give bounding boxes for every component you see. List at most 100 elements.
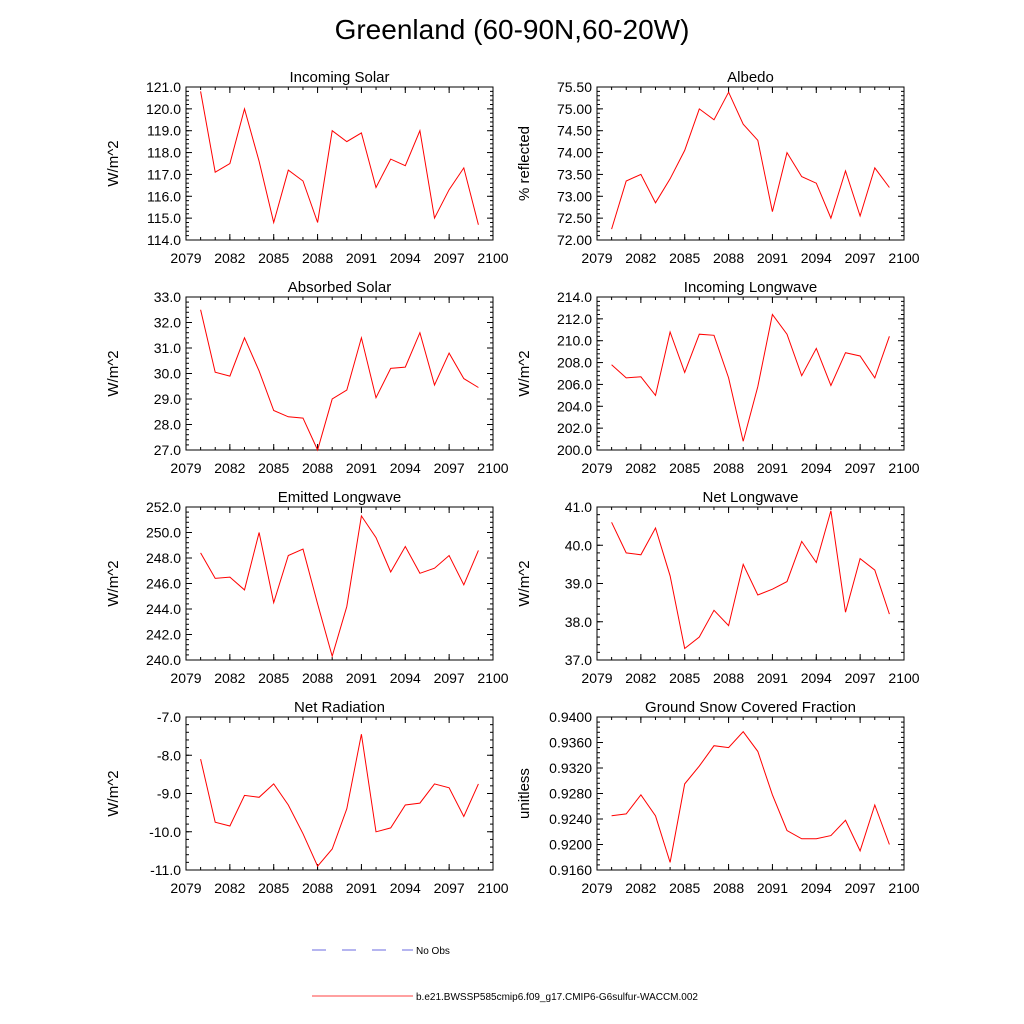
series-line xyxy=(611,730,890,863)
series-line xyxy=(200,91,479,225)
y-tick-label: 240.0 xyxy=(146,652,181,668)
y-tick-label: 208.0 xyxy=(557,355,592,371)
y-axis-label: W/m^2 xyxy=(105,770,122,816)
series-line xyxy=(200,514,479,659)
panel-3: Absorbed Solar W/m^2 2079 2082 2085 2088 2091 2… xyxy=(105,279,509,476)
x-tick-label: 2082 xyxy=(214,250,245,266)
x-tick-label: 2079 xyxy=(170,670,201,686)
y-tick-label: 115.0 xyxy=(147,210,181,226)
plot-frame xyxy=(185,716,494,871)
x-tick-label: 2097 xyxy=(845,670,876,686)
panel-2: Albedo % reflected 2079 2082 2085 2088 2091 209… xyxy=(516,69,920,266)
y-tick-label: 0.9360 xyxy=(549,735,592,751)
x-tick-label: 2088 xyxy=(302,460,333,476)
y-tick-label: 252.0 xyxy=(146,499,181,515)
x-tick-label: 2085 xyxy=(258,670,289,686)
y-tick-label: 242.0 xyxy=(146,627,181,643)
y-tick-label: 73.50 xyxy=(557,166,592,182)
y-tick-label: 121.0 xyxy=(146,79,181,95)
x-tick-label: 2097 xyxy=(434,670,465,686)
y-tick-label: 0.9400 xyxy=(549,709,592,725)
y-tick-label: 210.0 xyxy=(557,333,592,349)
panel-title: Emitted Longwave xyxy=(278,489,401,506)
panel-title: Absorbed Solar xyxy=(288,279,391,296)
y-tick-label: 0.9240 xyxy=(549,811,592,827)
x-tick-label: 2091 xyxy=(757,460,788,476)
y-tick-label: 114.0 xyxy=(147,232,181,248)
x-tick-label: 2091 xyxy=(346,250,377,266)
y-tick-label: 0.9200 xyxy=(549,837,592,853)
y-tick-label: 120.0 xyxy=(146,101,181,117)
y-tick-label: 33.0 xyxy=(154,289,181,305)
y-tick-label: 29.0 xyxy=(154,391,181,407)
plot-frame xyxy=(596,296,905,451)
y-tick-label: 202.0 xyxy=(557,420,592,436)
x-tick-label: 2088 xyxy=(713,880,744,896)
y-tick-label: 0.9160 xyxy=(549,862,592,878)
y-tick-label: 75.00 xyxy=(557,101,592,117)
y-tick-label: -10.0 xyxy=(149,824,181,840)
y-tick-label: -9.0 xyxy=(157,786,181,802)
panel-7: Net Radiation W/m^2 2079 2082 2085 2088 2091 20… xyxy=(105,699,509,896)
x-tick-label: 2082 xyxy=(214,460,245,476)
panel-1: Incoming Solar W/m^2 2079 2082 2085 2088 2091 2… xyxy=(105,69,509,266)
x-tick-label: 2079 xyxy=(581,250,612,266)
y-tick-label: 38.0 xyxy=(565,614,592,630)
x-tick-label: 2094 xyxy=(390,670,421,686)
x-tick-label: 2100 xyxy=(888,670,919,686)
x-tick-label: 2100 xyxy=(888,250,919,266)
y-axis-label: unitless xyxy=(516,768,533,819)
x-tick-label: 2097 xyxy=(845,880,876,896)
y-tick-label: 74.00 xyxy=(557,145,592,161)
x-tick-label: 2082 xyxy=(214,670,245,686)
x-tick-label: 2079 xyxy=(170,460,201,476)
y-tick-label: 41.0 xyxy=(565,499,592,515)
x-tick-label: 2088 xyxy=(713,460,744,476)
x-tick-label: 2097 xyxy=(845,460,876,476)
series-line xyxy=(200,734,479,868)
panel-title: Net Longwave xyxy=(703,489,799,506)
x-tick-label: 2091 xyxy=(346,670,377,686)
x-tick-label: 2091 xyxy=(757,670,788,686)
y-tick-label: 27.0 xyxy=(154,442,181,458)
plot-frame xyxy=(596,86,905,241)
x-tick-label: 2091 xyxy=(346,460,377,476)
x-tick-label: 2100 xyxy=(477,460,508,476)
x-tick-label: 2085 xyxy=(669,460,700,476)
panel-title: Ground Snow Covered Fraction xyxy=(645,699,856,716)
plot-frame xyxy=(596,506,905,661)
x-tick-label: 2085 xyxy=(258,460,289,476)
y-axis-label: W/m^2 xyxy=(516,350,533,396)
plot-frame xyxy=(185,86,494,241)
y-tick-label: 0.9280 xyxy=(549,786,592,802)
panel-8: Ground Snow Covered Fraction unitless 2079… xyxy=(516,699,920,896)
y-tick-label: 72.00 xyxy=(557,232,592,248)
y-axis-label: % reflected xyxy=(516,126,533,201)
y-tick-label: 116.0 xyxy=(147,188,181,204)
panel-6: Net Longwave W/m^2 2079 2082 2085 2088 2091 209… xyxy=(516,489,920,686)
x-tick-label: 2088 xyxy=(713,250,744,266)
y-tick-label: 118.0 xyxy=(147,145,181,161)
legend-label-model: b.e21.BWSSP585cmip6.f09_g17.CMIP6-G6sulf… xyxy=(416,992,698,1003)
panel-4: Incoming Longwave W/m^2 2079 2082 2085 2088 20… xyxy=(516,279,920,476)
x-tick-label: 2091 xyxy=(757,880,788,896)
y-tick-label: 204.0 xyxy=(557,398,592,414)
y-tick-label: 31.0 xyxy=(154,340,181,356)
y-tick-label: 248.0 xyxy=(146,550,181,566)
legend: No Obs b.e21.BWSSP585cmip6.f09_g17.CMIP6-… xyxy=(312,946,698,1003)
y-tick-label: 214.0 xyxy=(557,289,592,305)
x-tick-label: 2088 xyxy=(713,670,744,686)
y-tick-label: 40.0 xyxy=(565,537,592,553)
y-axis-label: W/m^2 xyxy=(105,140,122,186)
x-tick-label: 2094 xyxy=(801,460,832,476)
x-tick-label: 2094 xyxy=(801,670,832,686)
figure-title: Greenland (60-90N,60-20W) xyxy=(334,14,690,45)
y-tick-label: 28.0 xyxy=(154,417,181,433)
y-axis-label: W/m^2 xyxy=(105,560,122,606)
x-tick-label: 2082 xyxy=(625,880,656,896)
x-tick-label: 2085 xyxy=(258,250,289,266)
x-tick-label: 2085 xyxy=(669,880,700,896)
x-tick-label: 2100 xyxy=(477,250,508,266)
series-line xyxy=(611,510,890,650)
